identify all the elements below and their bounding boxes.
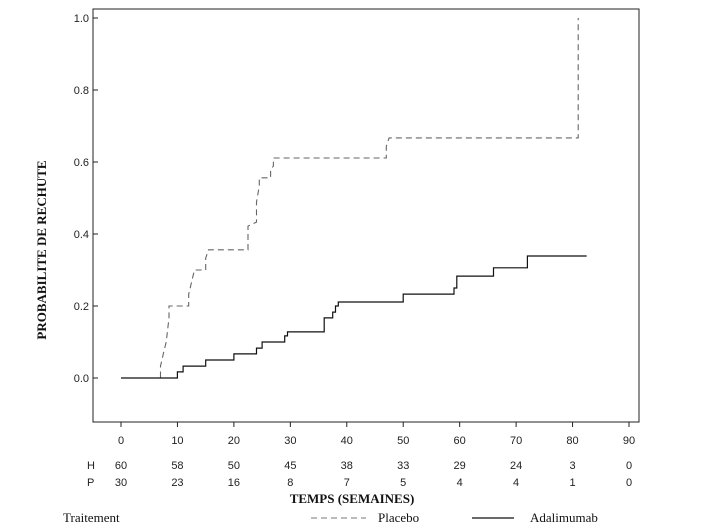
y-tick-label: 0.4 [74, 229, 89, 241]
risk-cell: 5 [400, 477, 406, 489]
x-tick-label: 80 [566, 435, 578, 447]
legend-label-adalimumab: Adalimumab [530, 510, 598, 525]
x-tick-label: 10 [171, 435, 183, 447]
risk-cell: 3 [569, 460, 575, 472]
x-tick-label: 90 [623, 435, 635, 447]
risk-cell: 33 [397, 460, 409, 472]
risk-cell: 4 [513, 477, 519, 489]
risk-table: H 60 58 50 45 38 33 29 24 3 0P 30 23 16 8 7 5 4 4 1 0 [87, 460, 632, 489]
x-tick-label: 20 [228, 435, 240, 447]
x-tick-label: 60 [454, 435, 466, 447]
y-tick-label: 1.0 [74, 13, 89, 25]
x-tick-label: 50 [397, 435, 409, 447]
y-tick-label: 0.2 [74, 301, 89, 313]
risk-row-label: H [87, 460, 95, 472]
risk-cell: 58 [171, 460, 183, 472]
risk-cell: 7 [344, 477, 350, 489]
risk-cell: 16 [228, 477, 240, 489]
series-line-adalimumab [121, 255, 587, 379]
series-layer [121, 18, 587, 379]
x-tick-label: 70 [510, 435, 522, 447]
risk-cell: 38 [341, 460, 353, 472]
risk-cell: 4 [457, 477, 463, 489]
x-tick-label: 40 [341, 435, 353, 447]
y-axis: 0.0 0.2 0.4 0.6 0.8 1.0 [74, 13, 98, 385]
risk-cell: 60 [115, 460, 127, 472]
series-line-placebo [121, 18, 579, 379]
legend-label-placebo: Placebo [378, 510, 419, 525]
x-axis: 0 10 20 30 40 50 60 70 80 90 [118, 422, 635, 447]
risk-cell: 23 [171, 477, 183, 489]
y-axis-label: PROBABILITE DE RECHUTE [34, 160, 49, 339]
y-tick-label: 0.0 [74, 373, 89, 385]
y-tick-label: 0.6 [74, 157, 89, 169]
x-axis-label: TEMPS (SEMAINES) [290, 491, 415, 506]
x-tick-label: 30 [284, 435, 296, 447]
legend: Traitement Placebo Adalimumab [63, 510, 598, 525]
y-tick-label: 0.8 [74, 85, 89, 97]
risk-cell: 45 [284, 460, 296, 472]
risk-cell: 30 [115, 477, 127, 489]
legend-title: Traitement [63, 510, 120, 525]
plot-frame [92, 8, 640, 423]
risk-cell: 24 [510, 460, 522, 472]
risk-row-label: P [87, 477, 94, 489]
risk-cell: 50 [228, 460, 240, 472]
risk-cell: 0 [626, 460, 632, 472]
x-tick-label: 0 [118, 435, 124, 447]
risk-cell: 29 [454, 460, 466, 472]
risk-cell: 1 [569, 477, 575, 489]
risk-cell: 0 [626, 477, 632, 489]
risk-cell: 8 [287, 477, 293, 489]
